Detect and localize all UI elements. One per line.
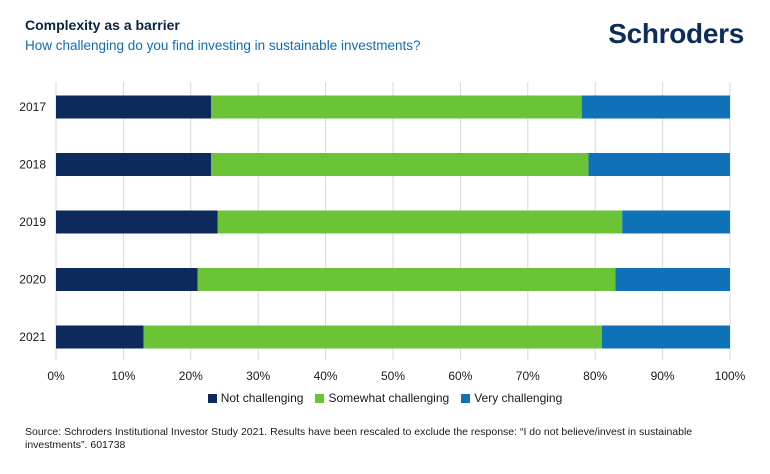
bar-segment-somewhat-challenging (197, 268, 616, 291)
bar-segment-very-challenging (601, 325, 730, 349)
y-category-label: 2020 (19, 273, 46, 287)
legend-swatch (461, 393, 471, 403)
legend-label: Not challenging (220, 391, 304, 405)
stacked-bar-chart: 0% 10% 20% 30% 40% 50% 60% 70% 80% 90% 100% 2017 201… (19, 82, 746, 383)
chart-title: Complexity as a barrier (25, 17, 180, 33)
x-tick-label: 80% (583, 369, 607, 383)
x-tick-label: 50% (381, 369, 405, 383)
legend-label: Somewhat challenging (328, 391, 450, 405)
bar-segment-very-challenging (622, 210, 730, 234)
x-tick-label: 20% (179, 369, 203, 383)
x-tick-label: 70% (516, 369, 540, 383)
bar-segment-not-challenging (56, 153, 212, 176)
bar-segment-somewhat-challenging (143, 325, 602, 349)
bar-segment-very-challenging (615, 268, 730, 291)
bar-segment-somewhat-challenging (211, 95, 582, 119)
legend-item-not-challenging: Not challenging (207, 391, 304, 405)
y-category-label: 2019 (19, 215, 46, 229)
bar-segment-very-challenging (588, 153, 730, 176)
legend-swatch (315, 393, 325, 403)
chart-subtitle: How challenging do you find investing in… (25, 38, 421, 53)
chart-legend: Not challenging Somewhat challenging Ver… (0, 391, 770, 405)
x-tick-label: 60% (448, 369, 472, 383)
y-category-label: 2017 (19, 100, 46, 114)
x-tick-label: 100% (715, 369, 746, 383)
bar-segment-somewhat-challenging (217, 210, 623, 234)
x-tick-label: 0% (47, 369, 65, 383)
bar-segment-somewhat-challenging (211, 153, 589, 176)
x-tick-label: 30% (246, 369, 270, 383)
bar-segment-not-challenging (56, 210, 218, 234)
bar-segment-not-challenging (56, 325, 144, 349)
bar-segment-not-challenging (56, 95, 212, 119)
legend-label: Very challenging (474, 391, 563, 405)
y-category-label: 2021 (19, 330, 46, 344)
bar-segment-very-challenging (581, 95, 730, 119)
legend-item-somewhat-challenging: Somewhat challenging (315, 391, 449, 405)
schroders-logo: Schroders (608, 18, 744, 49)
legend-swatch (207, 393, 217, 403)
y-category-label: 2018 (19, 158, 46, 172)
x-tick-label: 40% (314, 369, 338, 383)
source-note: Source: Schroders Institutional Investor… (25, 426, 693, 451)
x-tick-label: 10% (111, 369, 135, 383)
legend-item-very-challenging: Very challenging (461, 391, 562, 405)
x-tick-label: 90% (651, 369, 675, 383)
bar-segment-not-challenging (56, 268, 198, 291)
